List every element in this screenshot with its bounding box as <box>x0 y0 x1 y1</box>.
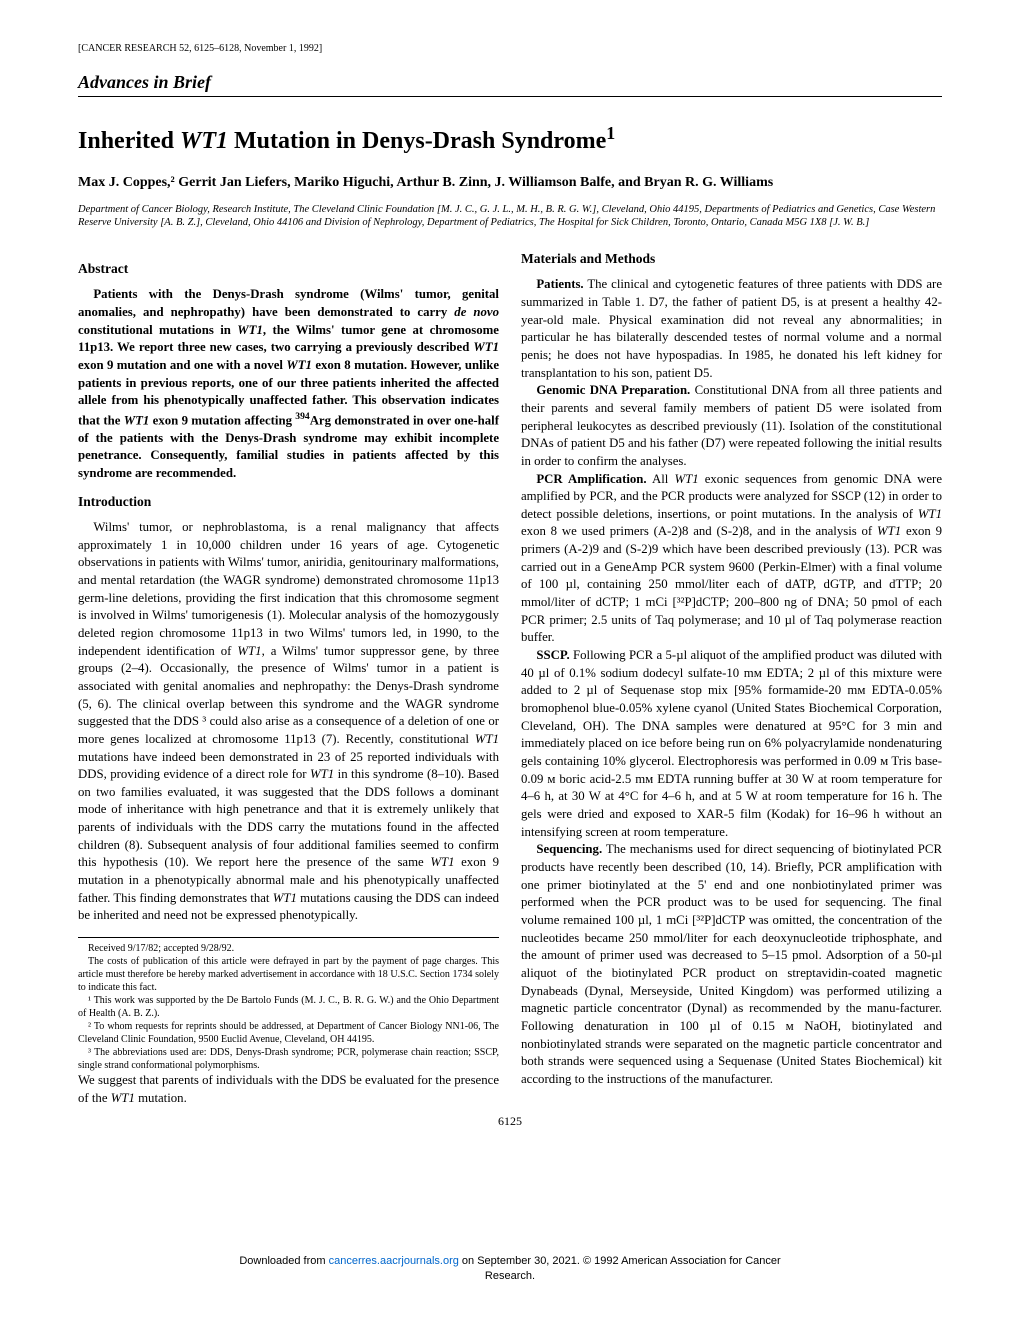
m-h: Sequencing. <box>536 842 602 856</box>
m-t: exon 8 we used primers (A-2)8 and (S-2)8… <box>521 524 877 538</box>
m-h: SSCP. <box>536 648 569 662</box>
col2-lead: We suggest that parents of individuals w… <box>78 1072 499 1107</box>
m-t: WT1 <box>877 524 901 538</box>
title-sup: 1 <box>606 123 615 143</box>
title-post: Mutation in Denys-Drash Syndrome <box>228 128 606 154</box>
fn-costs: The costs of publication of this article… <box>78 955 499 994</box>
abs-t: WT1 <box>473 340 499 354</box>
fn-2: ² To whom requests for reprints should b… <box>78 1020 499 1046</box>
intro-heading: Introduction <box>78 493 499 511</box>
section-category: Advances in Brief <box>78 70 942 97</box>
journal-reference: [CANCER RESEARCH 52, 6125–6128, November… <box>78 42 942 56</box>
m-t: WT1 <box>674 472 698 486</box>
intro-t: WT1 <box>237 644 261 658</box>
c2-t: WT1 <box>111 1091 135 1105</box>
c2-t: mutation. <box>135 1091 187 1105</box>
m-h: PCR Amplification. <box>536 472 646 486</box>
title-pre: Inherited <box>78 128 180 154</box>
dl-t: Downloaded from <box>239 1255 328 1267</box>
intro-t: Wilms' tumor, or nephroblastoma, is a re… <box>78 520 499 658</box>
abs-t: exon 9 mutation and one with a novel <box>78 358 286 372</box>
abstract-heading: Abstract <box>78 260 499 278</box>
download-note: Downloaded from cancerres.aacrjournals.o… <box>78 1254 942 1284</box>
m-h: Patients. <box>536 277 583 291</box>
m-t: Following PCR a 5-µl aliquot of the ampl… <box>521 648 942 839</box>
fn-3: ³ The abbreviations used are: DDS, Denys… <box>78 1046 499 1072</box>
fn-1: ¹ This work was supported by the De Bart… <box>78 994 499 1020</box>
intro-body: Wilms' tumor, or nephroblastoma, is a re… <box>78 519 499 925</box>
abs-t: constitutional mutations in <box>78 323 237 337</box>
download-link[interactable]: cancerres.aacrjournals.org <box>329 1255 459 1267</box>
m-t: exon 9 primers (A-2)9 and (S-2)9 which h… <box>521 524 942 644</box>
authors: Max J. Coppes,² Gerrit Jan Liefers, Mari… <box>78 173 942 193</box>
m-t: WT1 <box>918 507 942 521</box>
title-gene: WT1 <box>180 128 228 154</box>
abs-t: WT1 <box>124 413 150 427</box>
m-t: The mechanisms used for direct sequencin… <box>521 842 942 1086</box>
intro-t: WT1 <box>430 855 454 869</box>
intro-t: WT1 <box>310 767 334 781</box>
methods-body: Patients. The clinical and cytogenetic f… <box>521 276 942 1088</box>
affiliations: Department of Cancer Biology, Research I… <box>78 203 942 230</box>
footnotes: Received 9/17/82; accepted 9/28/92. The … <box>78 937 499 1072</box>
abs-t: 394 <box>295 411 309 422</box>
dl-t: Research. <box>485 1270 535 1282</box>
m-t: All <box>647 472 675 486</box>
article-title: Inherited WT1 Mutation in Denys-Drash Sy… <box>78 121 942 157</box>
dl-t: on September 30, 2021. © 1992 American A… <box>459 1255 781 1267</box>
intro-t: WT1 <box>475 732 499 746</box>
page-number: 6125 <box>78 1113 942 1129</box>
abs-t: de novo <box>454 305 499 319</box>
m-h: Genomic DNA Preparation. <box>536 383 690 397</box>
intro-t: , a Wilms' tumor suppressor gene, by thr… <box>78 644 499 746</box>
fn-received: Received 9/17/82; accepted 9/28/92. <box>78 942 499 955</box>
abstract-body: Patients with the Denys-Drash syndrome (… <box>78 286 499 482</box>
m-t: The clinical and cytogenetic features of… <box>521 277 942 379</box>
abs-t: Patients with the Denys-Drash syndrome (… <box>78 287 499 319</box>
abs-t: WT1 <box>286 358 312 372</box>
methods-heading: Materials and Methods <box>521 250 942 268</box>
abs-t: WT1 <box>237 323 263 337</box>
abs-t: exon 9 mutation affecting <box>149 413 295 427</box>
intro-t: WT1 <box>273 891 297 905</box>
